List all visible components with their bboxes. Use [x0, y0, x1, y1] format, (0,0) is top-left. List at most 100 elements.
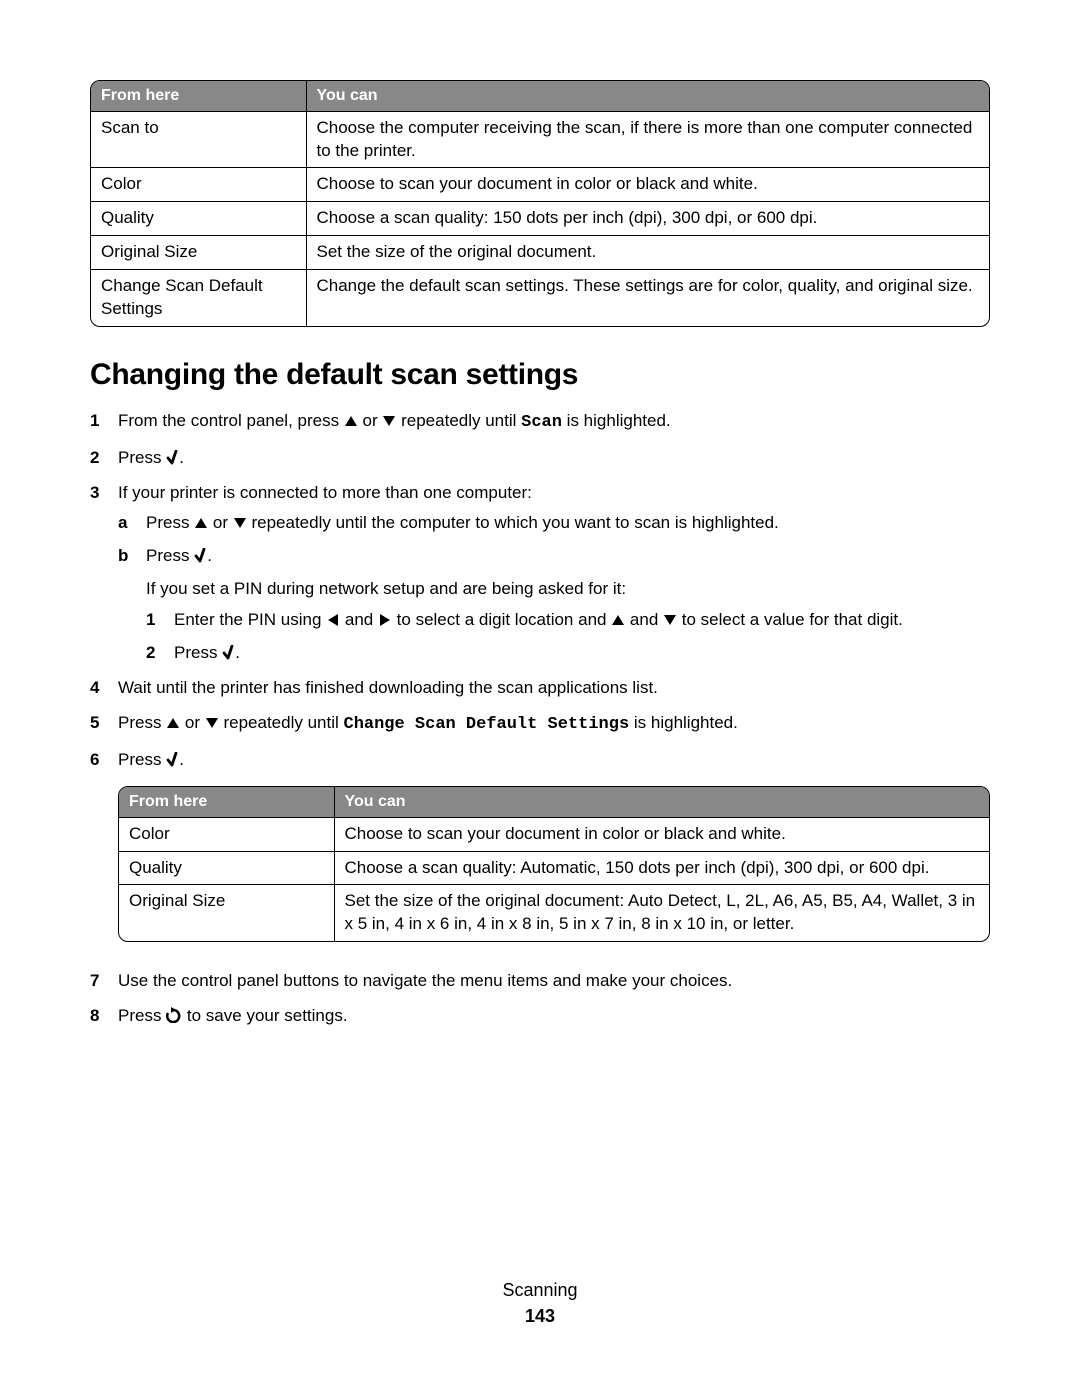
cell: Choose to scan your document in color or… [306, 168, 989, 202]
default-settings-table: From here You can ColorChoose to scan yo… [118, 786, 990, 942]
cell: Choose a scan quality: 150 dots per inch… [306, 202, 989, 236]
step-number: 1 [90, 410, 99, 433]
table-row: Original SizeSet the size of the origina… [91, 236, 989, 270]
cell: Choose the computer receiving the scan, … [306, 111, 989, 168]
cell: Original Size [91, 236, 306, 270]
table1-header-right: You can [306, 81, 989, 111]
page-footer: Scanning 143 [90, 1278, 990, 1329]
table1-header-left: From here [91, 81, 306, 111]
text: to save your settings. [182, 1006, 347, 1025]
step-2: 2 Press . [90, 447, 990, 470]
table-row: Original SizeSet the size of the origina… [119, 885, 989, 941]
text: to select a value for that digit. [677, 610, 903, 629]
table-row: Change Scan Default SettingsChange the d… [91, 270, 989, 326]
text: is highlighted. [629, 713, 738, 732]
text: Press [174, 643, 222, 662]
text: Press [118, 448, 166, 467]
scan-options-table: From here You can Scan toChoose the comp… [90, 80, 990, 327]
step-number: 8 [90, 1005, 99, 1028]
text: repeatedly until [396, 411, 521, 430]
step-3b: b Press . If you set a PIN during networ… [118, 545, 990, 665]
pin-step-1: 1 Enter the PIN using and to select a di… [146, 609, 990, 632]
pin-intro: If you set a PIN during network setup an… [146, 578, 990, 601]
text: Press [146, 513, 194, 532]
text: . [179, 448, 184, 467]
cell: Color [91, 168, 306, 202]
steps-list: 1 From the control panel, press or repea… [90, 410, 990, 1029]
check-icon [166, 450, 179, 465]
step-1: 1 From the control panel, press or repea… [90, 410, 990, 435]
down-triangle-icon [382, 414, 396, 428]
text: is highlighted. [562, 411, 671, 430]
cell: Scan to [91, 111, 306, 168]
text: or [180, 713, 205, 732]
step-number: 7 [90, 970, 99, 993]
cell: Set the size of the original document. [306, 236, 989, 270]
cell: Color [119, 817, 334, 851]
step-letter: b [118, 545, 128, 568]
text: and [340, 610, 378, 629]
down-triangle-icon [663, 613, 677, 627]
step-6: 6 Press . From here You can ColorChoose … [90, 749, 990, 942]
cell: Choose a scan quality: Automatic, 150 do… [334, 851, 989, 885]
step-8: 8 Press to save your settings. [90, 1005, 990, 1028]
page-number: 143 [90, 1304, 990, 1328]
up-triangle-icon [194, 516, 208, 530]
text: or [358, 411, 383, 430]
step-number: 2 [90, 447, 99, 470]
mono-text: Scan [521, 413, 562, 432]
cell: Change the default scan settings. These … [306, 270, 989, 326]
up-triangle-icon [166, 716, 180, 730]
cell: Choose to scan your document in color or… [334, 817, 989, 851]
cell: Change Scan Default Settings [91, 270, 306, 326]
check-icon [222, 645, 235, 660]
cell: Quality [119, 851, 334, 885]
cell: Set the size of the original document: A… [334, 885, 989, 941]
text: Use the control panel buttons to navigat… [118, 971, 732, 990]
step-number: 4 [90, 677, 99, 700]
table2-header-left: From here [119, 787, 334, 817]
text: Press [118, 1006, 166, 1025]
step-3: 3 If your printer is connected to more t… [90, 482, 990, 666]
table-row: ColorChoose to scan your document in col… [119, 817, 989, 851]
text: Press [118, 750, 166, 769]
table2-header-right: You can [334, 787, 989, 817]
back-arrow-icon [166, 1007, 182, 1023]
text: . [207, 546, 212, 565]
check-icon [194, 548, 207, 563]
step-number: 3 [90, 482, 99, 505]
cell: Original Size [119, 885, 334, 941]
right-triangle-icon [378, 613, 392, 627]
step-4: 4 Wait until the printer has finished do… [90, 677, 990, 700]
text: Press [118, 713, 166, 732]
check-icon [166, 752, 179, 767]
table-row: QualityChoose a scan quality: Automatic,… [119, 851, 989, 885]
table-row: Scan toChoose the computer receiving the… [91, 111, 989, 168]
text: . [179, 750, 184, 769]
footer-section: Scanning [90, 1278, 990, 1302]
cell: Quality [91, 202, 306, 236]
text: Press [146, 546, 194, 565]
step-number: 6 [90, 749, 99, 772]
text: Wait until the printer has finished down… [118, 678, 658, 697]
left-triangle-icon [326, 613, 340, 627]
text: If your printer is connected to more tha… [118, 483, 532, 502]
up-triangle-icon [611, 613, 625, 627]
text: repeatedly until the computer to which y… [247, 513, 779, 532]
step-number: 2 [146, 642, 155, 665]
step-3a: a Press or repeatedly until the computer… [118, 512, 990, 535]
text: to select a digit location and [392, 610, 611, 629]
step-letter: a [118, 512, 127, 535]
mono-text: Change Scan Default Settings [344, 715, 630, 734]
step-number: 5 [90, 712, 99, 735]
text: or [208, 513, 233, 532]
step-5: 5 Press or repeatedly until Change Scan … [90, 712, 990, 737]
table-row: QualityChoose a scan quality: 150 dots p… [91, 202, 989, 236]
text: From the control panel, press [118, 411, 344, 430]
table-row: ColorChoose to scan your document in col… [91, 168, 989, 202]
text: repeatedly until [219, 713, 344, 732]
down-triangle-icon [205, 716, 219, 730]
step-7: 7 Use the control panel buttons to navig… [90, 970, 990, 993]
down-triangle-icon [233, 516, 247, 530]
text: . [235, 643, 240, 662]
